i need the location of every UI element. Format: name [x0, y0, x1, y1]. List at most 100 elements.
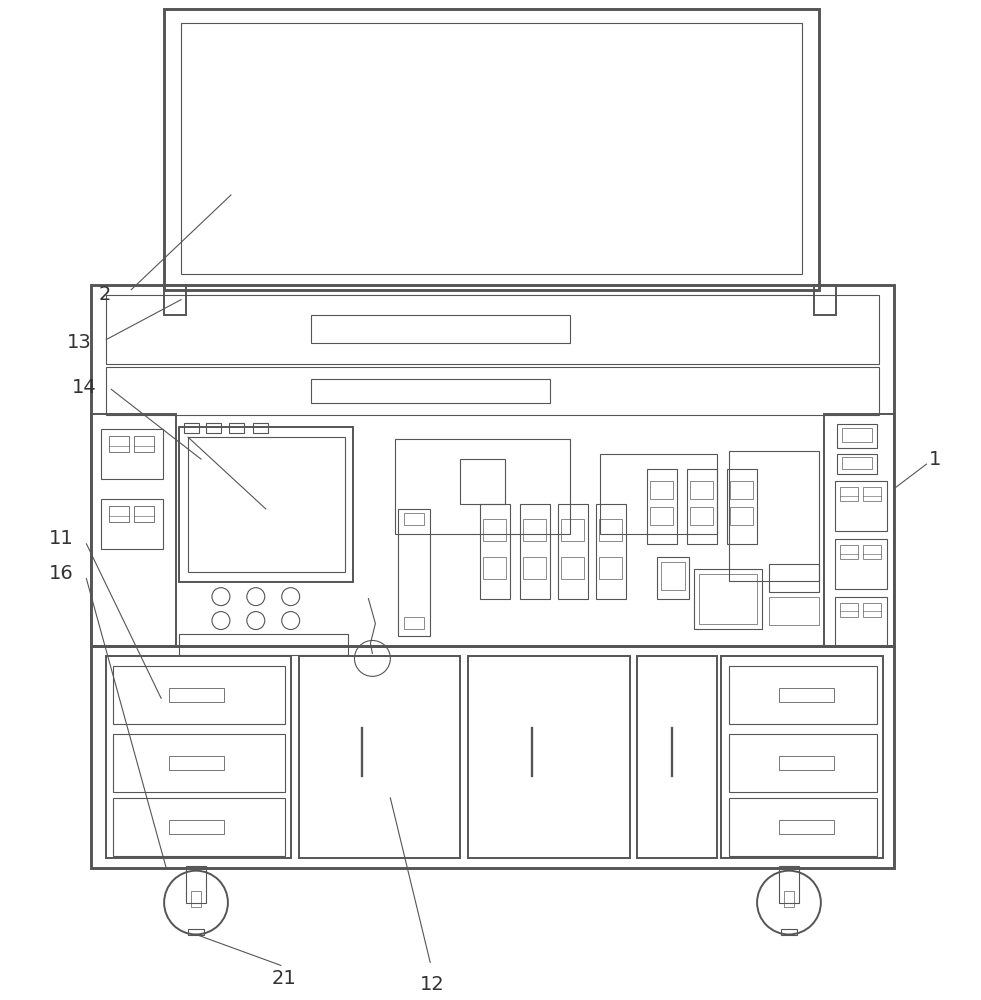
Bar	[729, 666, 877, 724]
Bar	[558, 504, 588, 599]
Bar	[91, 646, 894, 868]
Bar	[840, 487, 857, 501]
Bar	[188, 437, 344, 572]
Bar	[862, 487, 881, 501]
Bar	[691, 507, 713, 525]
Bar	[523, 519, 545, 541]
Bar	[188, 929, 204, 935]
Bar	[781, 929, 797, 935]
Bar	[298, 656, 460, 858]
Bar	[727, 469, 757, 544]
Text: 13: 13	[67, 333, 91, 352]
Text: 14: 14	[72, 378, 96, 397]
Bar	[779, 756, 834, 770]
Bar	[169, 688, 224, 702]
Bar	[779, 820, 834, 834]
Bar	[837, 454, 877, 474]
Bar	[835, 539, 887, 589]
Bar	[699, 574, 757, 624]
Bar	[650, 481, 673, 499]
Bar	[113, 798, 284, 856]
Bar	[523, 557, 545, 579]
Bar	[729, 451, 819, 581]
Bar	[784, 891, 794, 907]
Bar	[769, 564, 819, 592]
Text: 16: 16	[49, 564, 74, 583]
Bar	[598, 557, 622, 579]
Bar	[837, 424, 877, 448]
Bar	[404, 513, 424, 525]
Bar	[101, 429, 163, 479]
Bar	[824, 414, 894, 646]
Bar	[840, 603, 857, 617]
Bar	[101, 499, 163, 549]
Bar	[181, 23, 801, 274]
Bar	[134, 436, 154, 452]
Bar	[842, 428, 872, 442]
Bar	[598, 519, 622, 541]
Bar	[180, 427, 353, 582]
Bar	[779, 866, 799, 903]
Bar	[311, 315, 570, 343]
Bar	[835, 597, 887, 646]
Bar	[769, 597, 819, 625]
Bar	[169, 820, 224, 834]
Bar	[657, 557, 690, 599]
Bar	[842, 457, 872, 469]
Bar	[398, 509, 431, 636]
Bar	[730, 507, 753, 525]
Bar	[395, 439, 570, 534]
Bar	[113, 734, 284, 792]
Bar	[638, 656, 717, 858]
Bar	[229, 423, 244, 433]
Text: 11: 11	[49, 529, 74, 548]
Bar	[595, 504, 626, 599]
Bar	[109, 506, 129, 522]
Bar	[862, 603, 881, 617]
Bar	[599, 454, 717, 534]
Bar	[695, 569, 762, 629]
Bar	[561, 557, 584, 579]
Bar	[106, 367, 879, 415]
Bar	[186, 866, 206, 903]
Bar	[814, 285, 836, 315]
Bar	[404, 617, 424, 629]
Bar	[688, 469, 717, 544]
Bar	[779, 688, 834, 702]
Bar	[721, 656, 883, 858]
Bar	[729, 798, 877, 856]
Bar	[661, 562, 686, 590]
Bar	[520, 504, 549, 599]
Bar	[91, 285, 894, 646]
Bar	[862, 545, 881, 559]
Bar	[650, 507, 673, 525]
Bar	[647, 469, 677, 544]
Bar	[253, 423, 268, 433]
Bar	[169, 756, 224, 770]
Bar	[311, 379, 549, 403]
Bar	[191, 891, 201, 907]
Bar	[164, 9, 819, 290]
Text: 12: 12	[420, 975, 444, 994]
Bar	[164, 285, 186, 315]
Bar	[691, 481, 713, 499]
Text: 21: 21	[272, 969, 296, 988]
Bar	[109, 436, 129, 452]
Bar	[835, 481, 887, 531]
Bar	[483, 557, 506, 579]
Bar	[840, 545, 857, 559]
Bar	[729, 734, 877, 792]
Bar	[184, 423, 199, 433]
Bar	[106, 295, 879, 364]
Bar	[113, 666, 284, 724]
Bar	[468, 656, 630, 858]
Bar	[91, 414, 176, 646]
Bar	[730, 481, 753, 499]
Text: 1: 1	[928, 450, 941, 469]
Bar	[483, 519, 506, 541]
Text: 2: 2	[99, 285, 111, 304]
Bar	[480, 504, 510, 599]
Bar	[206, 423, 221, 433]
Bar	[460, 459, 505, 504]
Bar	[180, 634, 348, 655]
